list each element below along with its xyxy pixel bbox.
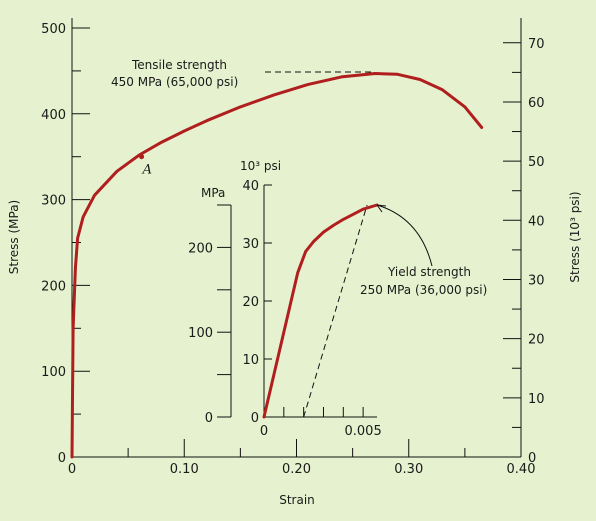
main-x-axis-label: Strain xyxy=(279,493,315,507)
main-y-right-tick-label: 30 xyxy=(528,273,545,288)
yield-arrow-head-icon xyxy=(376,204,387,213)
main-stress-strain-curve xyxy=(70,72,484,459)
inset-psi-tick-label: 30 xyxy=(242,237,259,252)
inset-psi-tick-label: 40 xyxy=(242,179,259,194)
main-x-tick-label: 0.20 xyxy=(282,462,311,477)
inset-y-axis-label-mpa: MPa xyxy=(201,186,225,200)
main-y-left-tick-label: 400 xyxy=(41,108,66,123)
main-y-axis-label-right: Stress (10³ psi) xyxy=(568,191,582,282)
main-y-left-tick-label: 500 xyxy=(41,22,66,37)
main-x-tick-label: 0.10 xyxy=(170,462,199,477)
yield-offset-line xyxy=(303,204,368,418)
main-y-left-tick-label: 300 xyxy=(41,194,66,209)
main-y-right-tick-label: 40 xyxy=(528,214,545,229)
main-y-left-tick-label: 0 xyxy=(58,451,66,466)
main-y-right-tick-label: 70 xyxy=(528,37,545,52)
main-y-right-tick-label: 50 xyxy=(528,155,545,170)
main-y-right-tick-label: 10 xyxy=(528,392,545,407)
main-y-left-tick-label: 200 xyxy=(41,279,66,294)
main-x-tick-label: 0 xyxy=(68,462,76,477)
yield-strength-arrow xyxy=(376,204,433,267)
yield-strength-value: 250 MPa (36,000 psi) xyxy=(360,283,487,297)
inset-mpa-tick-label: 100 xyxy=(188,326,213,341)
yield-strength-label: Yield strength xyxy=(387,265,471,279)
inset-tick-labels: 0 10 20 30 40 0 100 200 0 0.005 xyxy=(188,179,382,439)
tensile-strength-label: Tensile strength xyxy=(131,58,227,72)
inset-mpa-tick-label: 200 xyxy=(188,241,213,256)
main-y-right-tick-label: 20 xyxy=(528,333,545,348)
inset-stress-strain-curve xyxy=(262,203,379,419)
main-x-tick-label: 0.40 xyxy=(507,462,536,477)
inset-psi-tick-label: 0 xyxy=(251,411,259,426)
point-a-label: A xyxy=(142,163,152,178)
tensile-strength-value: 450 MPa (65,000 psi) xyxy=(111,75,238,89)
inset-y-axis-label-psi: 10³ psi xyxy=(240,159,281,173)
main-y-left-tick-label: 100 xyxy=(41,365,66,380)
inset-ticks xyxy=(217,184,364,418)
main-x-tick-label: 0.30 xyxy=(394,462,423,477)
inset-psi-tick-label: 10 xyxy=(242,353,259,368)
point-a-marker xyxy=(139,154,145,160)
main-y-right-tick-label: 0 xyxy=(528,451,536,466)
main-y-right-tick-label: 60 xyxy=(528,96,545,111)
inset-x-tick-label: 0 xyxy=(260,424,268,439)
inset-x-tick-label: 0.005 xyxy=(345,424,382,439)
main-y-axis-label-left: Stress (MPa) xyxy=(7,200,21,274)
main-ticks xyxy=(71,27,522,458)
inset-psi-tick-label: 20 xyxy=(242,295,259,310)
inset-mpa-tick-label: 0 xyxy=(205,411,213,426)
